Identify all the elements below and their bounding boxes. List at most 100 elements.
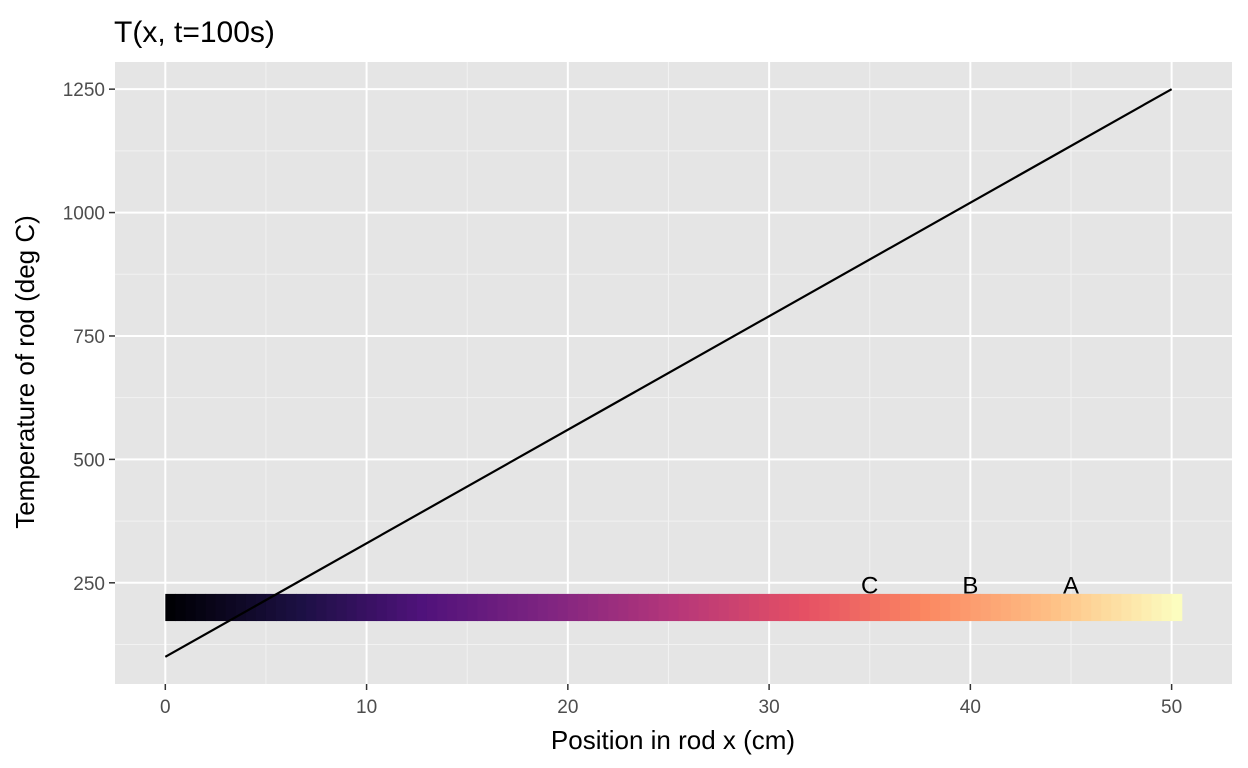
rod-cell [457,593,468,622]
rod-cell [899,593,911,622]
rod-cell [215,593,227,622]
rod-cell [205,593,217,622]
rod-cell [970,593,982,622]
rod-cell [416,593,428,622]
rod-cell [1101,593,1112,622]
rod-cell [1121,593,1132,622]
x-axis-title: Position in rod x (cm) [551,725,795,755]
rod-cell [779,593,790,622]
y-axis: 250 500 750 1000 1250 [63,80,115,595]
rod-cell [557,593,569,622]
rod-cell [477,593,488,622]
rod-cell [356,593,368,622]
annotation-label: B [962,572,978,599]
rod-cell [759,593,770,622]
rod-cell [708,593,720,622]
rod-cell [859,593,871,622]
rod-cell [537,593,549,622]
rod-cell [849,593,861,622]
rod-cell [497,593,509,622]
rod-cell [809,593,821,622]
annotation-label: C [861,572,878,599]
x-tick-label: 10 [356,697,377,718]
rod-cell [1040,593,1052,622]
rod-cell [547,593,559,622]
x-tick-label: 40 [960,697,981,718]
rod-cell [950,593,961,622]
rod-cell [1171,593,1183,622]
rod-cell [920,593,931,622]
rod-cell [467,593,478,622]
rod-cell [235,593,247,622]
rod-cell [799,593,810,622]
rod-cell [829,593,841,622]
rod-cell [265,593,277,622]
rod-cell [960,593,971,622]
rod-cell [618,593,629,622]
rod-cell [909,593,921,622]
y-tick-label: 1250 [63,80,105,101]
rod-cell [527,593,539,622]
rod-cell [376,593,388,622]
rod-cell [698,593,710,622]
rod-cell [1060,593,1072,622]
y-tick-label: 1000 [63,204,105,225]
rod-cell [990,593,1002,622]
rod-cell [255,593,267,622]
rod-cell [769,593,780,622]
rod-cell [406,593,418,622]
rod-cell [1091,593,1102,622]
rod-cell [648,593,660,622]
y-tick-label: 250 [73,574,105,595]
rod-cell [286,593,297,622]
rod-cell [889,593,901,622]
rod-cell [678,593,690,622]
rod-cell [366,593,378,622]
rod-cell [195,593,207,622]
rod-cell [738,593,750,622]
rod-cell [567,593,579,622]
rod-cell [1151,593,1163,622]
x-tick-label: 0 [160,697,171,718]
rod-cell [869,593,881,622]
grid-major [115,62,1232,684]
rod-cell [396,593,408,622]
rod-cell [1111,593,1122,622]
rod-cell [1010,593,1022,622]
rod-cell [165,593,176,622]
y-axis-title: Temperature of rod (deg C) [10,215,40,529]
rod-cell [386,593,398,622]
rod-cell [517,593,529,622]
rod-cell [839,593,851,622]
rod-cell [819,593,831,622]
rod-cell [336,593,348,622]
rod-cell [1000,593,1012,622]
rod-cell [728,593,740,622]
rod-cell [346,593,358,622]
rod-cell [1131,593,1143,622]
rod-cell [1030,593,1042,622]
rod-cell [789,593,800,622]
temperature-line [164,88,1173,658]
rod-cell [577,593,589,622]
rod-cell [447,593,458,622]
rod-cell [185,593,197,622]
rod-cell [1020,593,1032,622]
x-tick-label: 20 [557,697,578,718]
rod-cell [748,593,760,622]
chart-title: T(x, t=100s) [114,16,275,49]
rod-cell [718,593,730,622]
rod-cell [437,593,448,622]
y-tick-label: 750 [73,327,105,348]
rod-cell [296,593,307,622]
rod-cell [225,593,237,622]
rod-cell [879,593,891,622]
rod-cell [628,593,639,622]
rod-cell [487,593,498,622]
rod-cell [276,593,287,622]
rod-cell [587,593,599,622]
rod-cell [940,593,951,622]
rod-cell [426,593,438,622]
